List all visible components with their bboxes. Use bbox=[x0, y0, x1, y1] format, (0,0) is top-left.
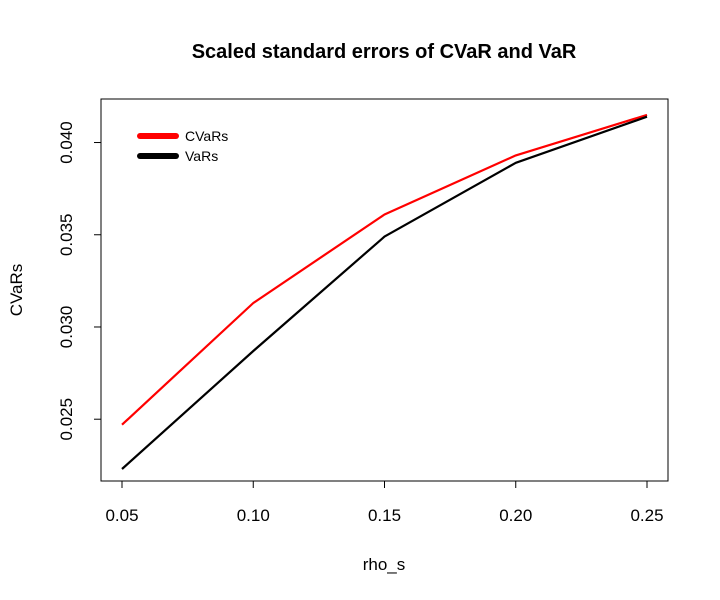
series-line-cvars bbox=[121, 113, 648, 426]
x-tick-label: 0.05 bbox=[105, 506, 138, 525]
y-axis-label: CVaRs bbox=[7, 264, 26, 317]
series-layer bbox=[121, 113, 648, 470]
x-tick-label: 0.15 bbox=[368, 506, 401, 525]
legend: CVaRs VaRs bbox=[137, 128, 228, 164]
legend-label-cvars: CVaRs bbox=[185, 128, 228, 144]
y-tick-label: 0.025 bbox=[57, 398, 76, 441]
x-axis-label: rho_s bbox=[363, 555, 406, 574]
legend-label-vars: VaRs bbox=[185, 148, 218, 164]
y-axis: 0.025 0.030 0.035 0.040 bbox=[57, 121, 102, 441]
x-tick-label: 0.10 bbox=[237, 506, 270, 525]
y-tick-label: 0.030 bbox=[57, 306, 76, 349]
y-tick-label: 0.040 bbox=[57, 121, 76, 164]
x-tick-label: 0.25 bbox=[630, 506, 663, 525]
series-line-vars bbox=[121, 115, 648, 470]
x-axis: 0.05 0.10 0.15 0.20 0.25 bbox=[105, 480, 664, 525]
y-tick-label: 0.035 bbox=[57, 213, 76, 256]
chart-title: Scaled standard errors of CVaR and VaR bbox=[192, 41, 577, 63]
x-tick-label: 0.20 bbox=[499, 506, 532, 525]
